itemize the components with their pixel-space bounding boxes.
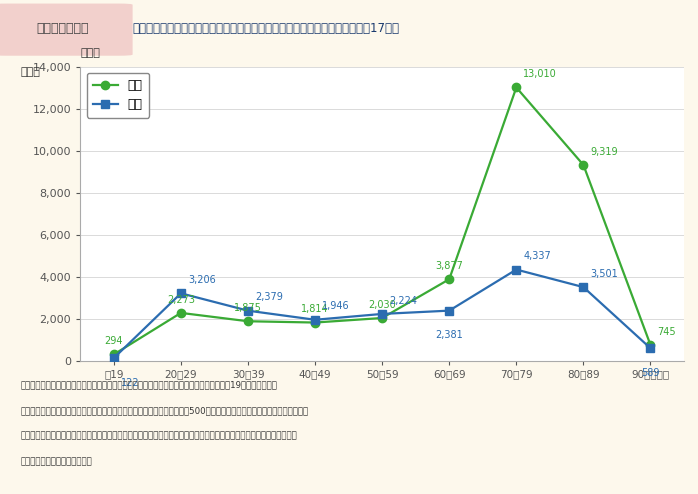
女性 (579, 162, 588, 168)
Text: （件）: （件） (80, 48, 100, 58)
女性 (646, 342, 655, 348)
Text: 第１－４－７図: 第１－４－７図 (36, 22, 89, 35)
Text: 13,010: 13,010 (524, 69, 557, 79)
Text: 2,224: 2,224 (389, 295, 417, 306)
女性 (244, 318, 252, 324)
男性 (244, 308, 252, 314)
男性 (445, 308, 454, 314)
男性 (177, 290, 185, 296)
女性 (177, 310, 185, 316)
Text: 2,381: 2,381 (436, 330, 463, 340)
Text: 9,319: 9,319 (591, 147, 618, 157)
Text: 1,875: 1,875 (234, 303, 262, 313)
女性 (512, 84, 521, 90)
Legend: 女性, 男性: 女性, 男性 (87, 73, 149, 118)
Text: 判断能力に問題がある人の消費者被害相談件数（性別・年代別）（平成８～17年）: 判断能力に問題がある人の消費者被害相談件数（性別・年代別）（平成８～17年） (133, 22, 400, 35)
Text: ある人等が契約当事者（契約をした人）である相談」のうち，判断能力に問題のある人が契約当事者であるこ: ある人等が契約当事者（契約をした人）である相談」のうち，判断能力に問題のある人が… (21, 432, 297, 441)
Text: 1,946: 1,946 (322, 301, 350, 311)
Text: 2,030: 2,030 (369, 300, 396, 310)
Text: 745: 745 (658, 327, 676, 336)
Text: 294: 294 (105, 336, 123, 346)
Text: 3,206: 3,206 (188, 275, 216, 285)
Text: 2,273: 2,273 (167, 294, 195, 305)
Line: 女性: 女性 (110, 83, 655, 359)
Text: （件）: （件） (21, 67, 40, 77)
男性 (378, 311, 387, 317)
男性 (512, 267, 521, 273)
Text: 3,877: 3,877 (436, 261, 463, 271)
Text: （備考）１．独立行政法人国民生活センター「高齢者と障害のある人の消費者相談」（平成19年）より作成。: （備考）１．独立行政法人国民生活センター「高齢者と障害のある人の消費者相談」（平… (21, 380, 278, 389)
女性 (445, 276, 454, 282)
Text: 3,501: 3,501 (591, 269, 618, 279)
女性 (110, 352, 118, 358)
Text: ２．消費者相談は，全国の消費生活センター（地方自治体の機関約500カ所）に寄せられた「認知症高齢者，障害の: ２．消費者相談は，全国の消費生活センター（地方自治体の機関約500カ所）に寄せら… (21, 406, 309, 415)
Text: 4,337: 4,337 (524, 251, 551, 261)
男性 (646, 345, 655, 351)
Text: 589: 589 (641, 368, 660, 378)
Text: 1,814: 1,814 (302, 304, 329, 314)
FancyBboxPatch shape (0, 3, 133, 56)
Text: とが明らかな相談。: とが明らかな相談。 (21, 457, 93, 466)
男性 (110, 355, 118, 361)
Text: 2,379: 2,379 (255, 292, 283, 302)
Line: 男性: 男性 (110, 265, 655, 362)
男性 (579, 284, 588, 290)
女性 (311, 320, 319, 326)
男性 (311, 317, 319, 323)
女性 (378, 315, 387, 321)
Text: 122: 122 (121, 377, 140, 387)
